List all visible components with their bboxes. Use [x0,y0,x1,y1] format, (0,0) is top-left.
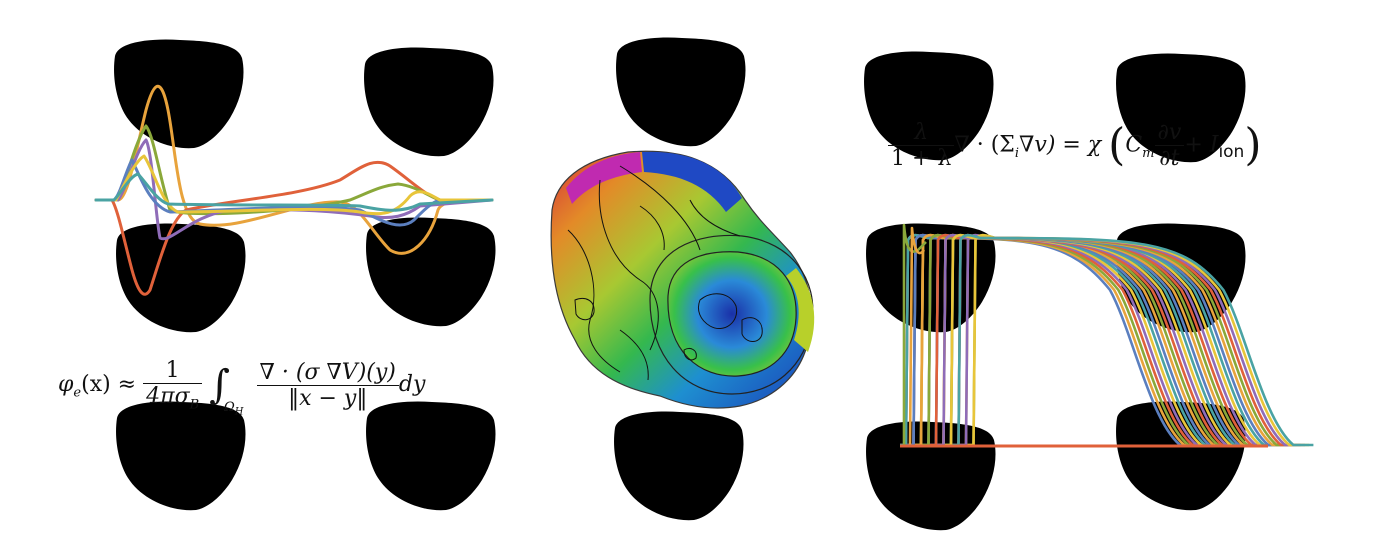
ecg-integrand-num: ∇ · (σ ∇V)(y) [256,360,399,386]
ecg-trace-5 [94,158,494,227]
ecg-prefactor-den: 4πσB [143,384,202,412]
ecg-trace-6 [94,154,494,216]
ecg-prefactor-den-text: 4πσ [146,384,190,409]
heart-bg-12 [614,411,744,521]
heart-bg-11 [366,401,496,511]
heart-bg-3 [616,37,746,147]
mono-capacitance: C [1125,132,1143,158]
ecg-trace-7 [94,172,494,212]
ecg-lhs: φ [58,372,74,398]
mono-lhs-sub: i [1014,145,1020,161]
ap-trace-28 [952,233,1314,447]
heart-bg-1 [114,39,244,149]
mono-plus-current: + I [1184,132,1219,158]
ap-spike-2 [908,226,926,446]
ecg-integral-domain-text: Ω [224,399,235,415]
left-paren: ( [1108,119,1126,171]
heart-bg-13 [866,421,996,531]
integral-sign: ∫ [209,362,230,409]
ecg-integral-domain-sub: H [234,406,244,418]
ecg-integrand: ∇ · (σ ∇V)(y) ‖x − y‖ [256,360,399,411]
ap-spike-1 [902,223,927,445]
ecg-integral-domain: ΩH [224,399,244,418]
ecg-traces [94,84,494,296]
mono-lambda-num: λ [888,120,955,146]
mono-dt: ∂t [1159,146,1180,171]
mono-ion-sub: ion [1218,141,1245,162]
ecg-trace-1 [94,84,494,255]
heart-bg-10 [116,401,246,511]
heart-bg-7 [366,217,496,327]
right-paren: ) [1244,119,1262,171]
ecg-lhs-sub: e [73,385,82,401]
ecg-lhs-arg: (x) ≈ [81,372,137,398]
mono-dv: ∂v [1154,120,1185,146]
activation-map-heart [550,150,815,409]
isochrones [567,165,763,381]
mono-lambda-frac: λ 1 + λ [888,120,955,171]
monodomain-equation: λ 1 + λ ∇ · (Σi∇v) = χ (Cm ∂v ∂t + Iion) [888,120,1262,171]
heart-bg-2 [364,47,494,157]
mono-lhs-tail: ∇v) = χ [1019,132,1102,158]
ecg-prefactor-den-sub: B [189,397,200,413]
top-cap-magenta [566,152,642,204]
top-cap-blue [642,151,742,212]
ecg-differential: dy [398,372,426,398]
ecg-equation: φe(x) ≈ 1 4πσB ∫ΩH ∇ · (σ ∇V)(y) ‖x − y‖… [58,358,426,418]
right-rim-yellow [786,268,815,352]
mono-capacitance-sub: m [1142,145,1155,161]
ecg-prefactor-num: 1 [143,358,203,384]
rv-cavity [667,251,797,377]
ecg-integrand-den: ‖x − y‖ [288,385,368,411]
ecg-trace-3 [94,124,494,216]
mono-lambda-den: 1 + λ [891,146,952,171]
ecg-prefactor: 1 4πσB [143,358,203,412]
action-potential-traces [900,223,1314,448]
mono-time-derivative: ∂v ∂t [1154,120,1185,171]
mono-lhs: ∇ · (Σ [954,132,1015,158]
